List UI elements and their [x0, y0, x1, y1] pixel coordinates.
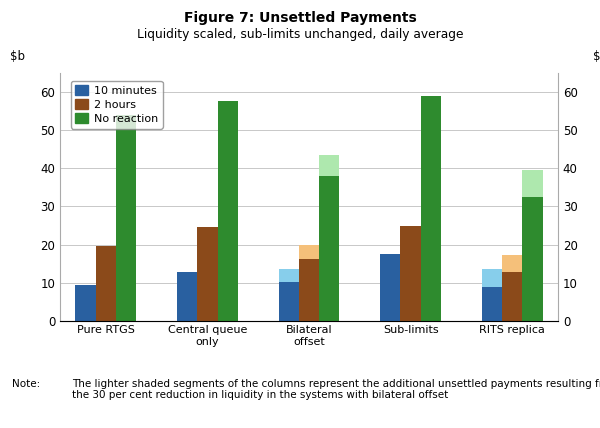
Bar [177, 272, 197, 321]
Bar [400, 226, 421, 321]
Text: Note:: Note: [12, 379, 40, 389]
Bar [482, 287, 502, 321]
Text: The lighter shaded segments of the columns represent the additional unsettled pa: The lighter shaded segments of the colum… [72, 379, 600, 400]
Bar [319, 176, 340, 321]
Bar [197, 227, 218, 321]
Bar [95, 246, 116, 321]
Bar [523, 170, 543, 197]
Bar [299, 245, 319, 259]
Bar [482, 270, 502, 287]
Bar [218, 101, 238, 321]
Text: Liquidity scaled, sub-limits unchanged, daily average: Liquidity scaled, sub-limits unchanged, … [137, 28, 463, 41]
Bar [502, 255, 523, 272]
Bar [319, 155, 340, 176]
Bar [421, 96, 441, 321]
Bar [75, 285, 95, 321]
Bar [278, 269, 299, 282]
Bar [116, 115, 136, 321]
Bar [380, 254, 400, 321]
Bar [278, 282, 299, 321]
Text: Figure 7: Unsettled Payments: Figure 7: Unsettled Payments [184, 11, 416, 25]
Text: $b: $b [593, 50, 600, 63]
Bar [502, 272, 523, 321]
Bar [523, 197, 543, 321]
Bar [299, 259, 319, 321]
Legend: 10 minutes, 2 hours, No reaction: 10 minutes, 2 hours, No reaction [71, 81, 163, 129]
Text: $b: $b [10, 50, 25, 63]
